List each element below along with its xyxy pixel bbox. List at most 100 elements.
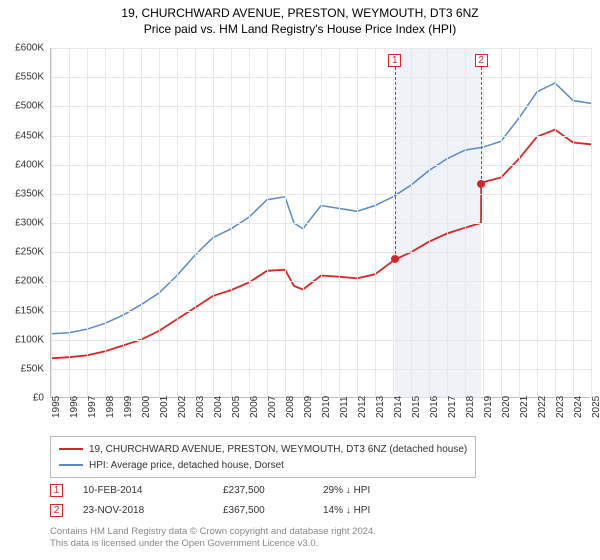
gridline-v <box>159 48 160 398</box>
sale-price: £367,500 <box>223 505 323 516</box>
x-axis-label: 1999 <box>123 396 134 418</box>
x-axis-label: 2000 <box>141 396 152 418</box>
gridline-v <box>501 48 502 398</box>
x-axis-label: 2021 <box>519 396 530 418</box>
x-axis-label: 2023 <box>555 396 566 418</box>
gridline-v <box>285 48 286 398</box>
x-axis-label: 2024 <box>573 396 584 418</box>
legend-swatch-hpi <box>59 464 83 466</box>
legend-row: 19, CHURCHWARD AVENUE, PRESTON, WEYMOUTH… <box>59 441 467 457</box>
footnote: Contains HM Land Registry data © Crown c… <box>50 526 376 551</box>
y-axis-label: £550K <box>0 72 44 83</box>
legend-swatch-property <box>59 448 83 450</box>
footnote-line2: This data is licensed under the Open Gov… <box>50 538 376 550</box>
x-axis-label: 2006 <box>249 396 260 418</box>
gridline-v <box>375 48 376 398</box>
gridline-v <box>249 48 250 398</box>
sales-row: 2 23-NOV-2018 £367,500 14% ↓ HPI <box>50 500 433 520</box>
legend-label-property: 19, CHURCHWARD AVENUE, PRESTON, WEYMOUTH… <box>89 444 467 455</box>
gridline-v <box>105 48 106 398</box>
gridline-v <box>195 48 196 398</box>
x-axis-label: 2013 <box>375 396 386 418</box>
sale-diff: 14% ↓ HPI <box>323 505 433 516</box>
x-axis-label: 2014 <box>393 396 404 418</box>
x-axis-label: 2001 <box>159 396 170 418</box>
gridline-v <box>519 48 520 398</box>
x-axis-label: 1996 <box>69 396 80 418</box>
chart-title-block: 19, CHURCHWARD AVENUE, PRESTON, WEYMOUTH… <box>0 0 600 38</box>
gridline-v <box>267 48 268 398</box>
gridline-v <box>141 48 142 398</box>
y-axis-label: £350K <box>0 188 44 199</box>
x-axis-label: 2009 <box>303 396 314 418</box>
x-axis-label: 1995 <box>51 396 62 418</box>
x-axis-label: 2019 <box>483 396 494 418</box>
sale-marker-dot-1 <box>391 255 399 263</box>
gridline-v <box>213 48 214 398</box>
x-axis-label: 2004 <box>213 396 224 418</box>
legend-label-hpi: HPI: Average price, detached house, Dors… <box>89 460 284 471</box>
y-axis-label: £50K <box>0 363 44 374</box>
y-axis-label: £150K <box>0 305 44 316</box>
x-axis-label: 2015 <box>411 396 422 418</box>
y-axis-label: £250K <box>0 247 44 258</box>
y-axis-label: £400K <box>0 159 44 170</box>
x-axis-label: 1997 <box>87 396 98 418</box>
gridline-v <box>123 48 124 398</box>
gridline-v <box>537 48 538 398</box>
legend-row: HPI: Average price, detached house, Dors… <box>59 457 467 473</box>
x-axis-label: 2003 <box>195 396 206 418</box>
x-axis-label: 1998 <box>105 396 116 418</box>
y-axis-label: £200K <box>0 276 44 287</box>
gridline-v <box>339 48 340 398</box>
x-axis-label: 2012 <box>357 396 368 418</box>
gridline-v <box>321 48 322 398</box>
sale-price: £237,500 <box>223 485 323 496</box>
y-axis-label: £0 <box>0 393 44 404</box>
plot-region: £0£50K£100K£150K£200K£250K£300K£350K£400… <box>50 48 590 398</box>
sale-marker-line <box>395 67 396 259</box>
sale-marker-dot-2 <box>477 180 485 188</box>
title-line2: Price paid vs. HM Land Registry's House … <box>0 22 600 36</box>
sale-marker-box-2: 2 <box>475 54 488 67</box>
gridline-v <box>573 48 574 398</box>
gridline-v <box>555 48 556 398</box>
y-axis-label: £450K <box>0 130 44 141</box>
x-axis-label: 2018 <box>465 396 476 418</box>
gridline-v <box>483 48 484 398</box>
x-axis-label: 2011 <box>339 396 350 418</box>
gridline-v <box>447 48 448 398</box>
y-axis-label: £300K <box>0 218 44 229</box>
gridline-v <box>69 48 70 398</box>
sales-row: 1 10-FEB-2014 £237,500 29% ↓ HPI <box>50 480 433 500</box>
chart-area: £0£50K£100K£150K£200K£250K£300K£350K£400… <box>50 48 590 398</box>
footnote-line1: Contains HM Land Registry data © Crown c… <box>50 526 376 538</box>
gridline-v <box>591 48 592 398</box>
x-axis-label: 2025 <box>591 396 600 418</box>
y-axis-label: £100K <box>0 334 44 345</box>
gridline-v <box>231 48 232 398</box>
y-axis-label: £600K <box>0 43 44 54</box>
gridline-v <box>465 48 466 398</box>
gridline-v <box>303 48 304 398</box>
title-line1: 19, CHURCHWARD AVENUE, PRESTON, WEYMOUTH… <box>0 6 600 20</box>
x-axis-label: 2020 <box>501 396 512 418</box>
x-axis-label: 2010 <box>321 396 332 418</box>
x-axis-label: 2016 <box>429 396 440 418</box>
x-axis-label: 2022 <box>537 396 548 418</box>
sale-date: 23-NOV-2018 <box>83 505 223 516</box>
gridline-v <box>51 48 52 398</box>
y-axis-label: £500K <box>0 101 44 112</box>
sale-marker-line <box>481 67 482 184</box>
legend-box: 19, CHURCHWARD AVENUE, PRESTON, WEYMOUTH… <box>50 436 476 478</box>
x-axis-label: 2005 <box>231 396 242 418</box>
x-axis-label: 2007 <box>267 396 278 418</box>
sale-marker-box-1: 1 <box>388 54 401 67</box>
sales-table: 1 10-FEB-2014 £237,500 29% ↓ HPI 2 23-NO… <box>50 480 433 520</box>
x-axis-label: 2002 <box>177 396 188 418</box>
x-axis-label: 2008 <box>285 396 296 418</box>
gridline-v <box>357 48 358 398</box>
sale-date: 10-FEB-2014 <box>83 485 223 496</box>
x-axis-label: 2017 <box>447 396 458 418</box>
gridline-v <box>429 48 430 398</box>
